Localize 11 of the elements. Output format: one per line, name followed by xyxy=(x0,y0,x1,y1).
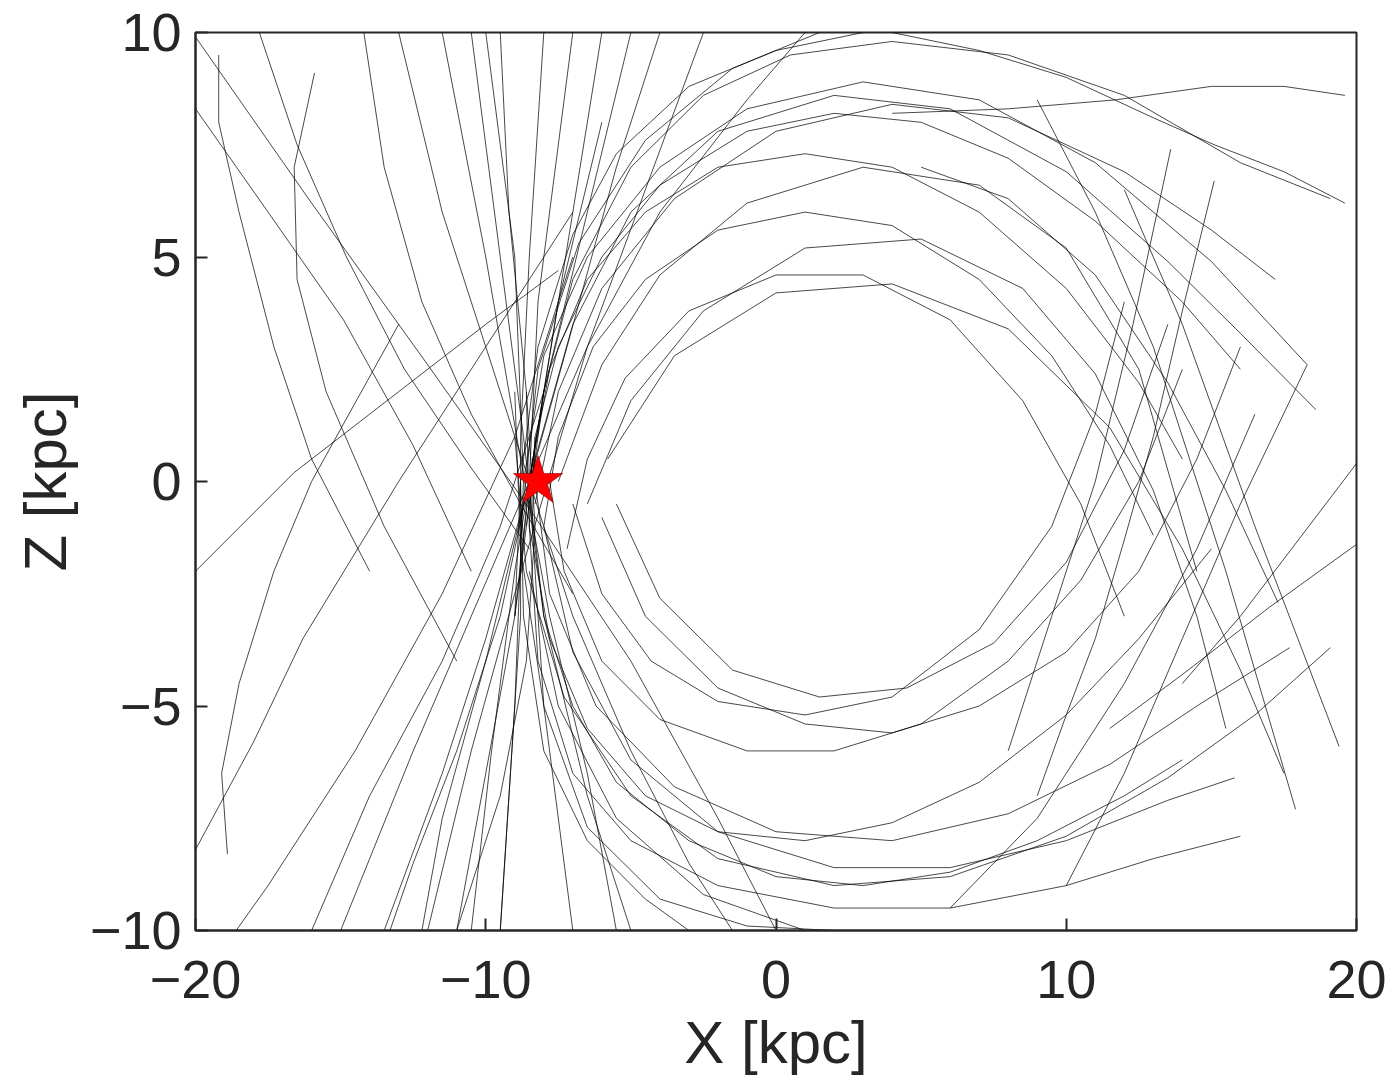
x-axis-title: X [kpc] xyxy=(684,1008,868,1076)
y-tick-label: 5 xyxy=(151,226,182,287)
x-tick-label: 0 xyxy=(760,948,792,1009)
x-tick-label: 10 xyxy=(1036,948,1097,1009)
y-axis-title: Z [kpc] xyxy=(11,391,79,572)
y-tick-label: −5 xyxy=(119,675,182,736)
y-tick-label: 0 xyxy=(151,451,182,511)
y-tick-label: 10 xyxy=(121,2,182,62)
y-tick-label: −10 xyxy=(89,900,182,960)
x-tick-label: −10 xyxy=(439,948,532,1009)
x-tick-label: 20 xyxy=(1326,948,1387,1009)
